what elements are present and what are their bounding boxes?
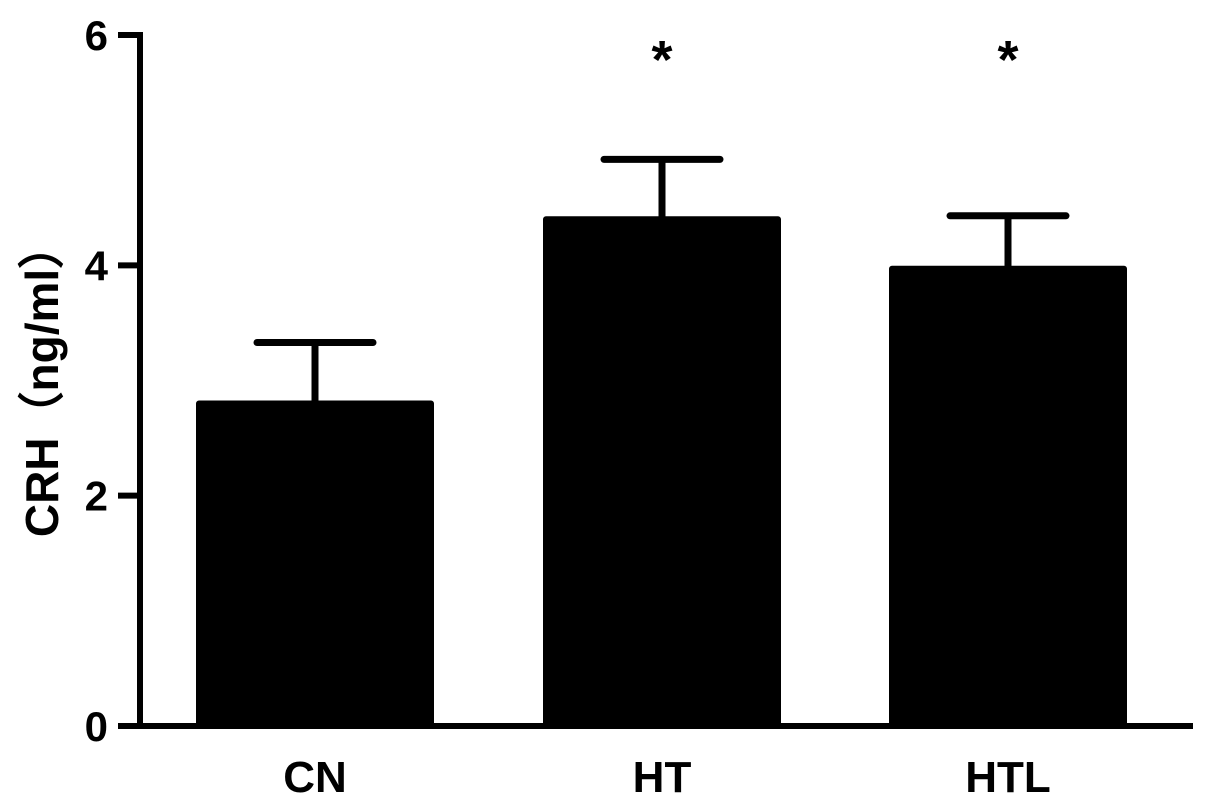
axes-layer [137, 32, 1193, 729]
x-category-label: HTL [965, 753, 1051, 802]
x-category-label: CN [283, 753, 347, 802]
y-tick-label: 4 [85, 242, 109, 289]
y-tick-label: 0 [85, 703, 108, 750]
x-category-label: HT [633, 753, 692, 802]
y-ticks-layer: 0 2 4 6 [85, 12, 140, 750]
bar-cn [196, 400, 434, 729]
annotations-layer: * * [651, 30, 1018, 90]
y-tick-label: 2 [85, 473, 108, 520]
bar-ht [543, 216, 781, 729]
bar-htl [889, 265, 1127, 729]
x-labels-layer: CN HT HTL [283, 753, 1051, 802]
y-axis-title: CRH（ng/ml） [16, 223, 68, 537]
significance-marker: * [651, 30, 672, 90]
bars-layer [196, 216, 1127, 729]
error-bars-layer [253, 155, 1070, 404]
significance-marker: * [997, 30, 1018, 90]
y-tick-label: 6 [85, 12, 108, 59]
